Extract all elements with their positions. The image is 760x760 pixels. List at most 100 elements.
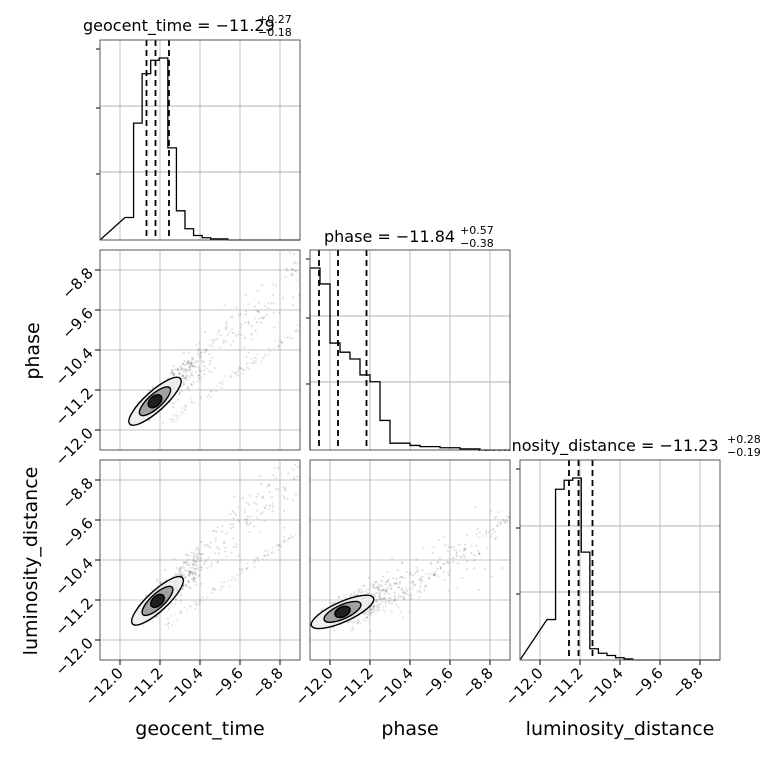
- scatter-geocent-time-vs-luminosity-distance-point: [230, 551, 233, 554]
- scatter-geocent-time-vs-phase-point: [253, 305, 257, 308]
- hist-geocent-time-frame: [99, 39, 301, 241]
- scatter-phase-vs-luminosity-distance-point: [432, 546, 435, 549]
- scatter-geocent-time-vs-phase-point: [260, 360, 263, 363]
- scatter-geocent-time-vs-luminosity-distance-point: [284, 488, 287, 491]
- scatter-geocent-time-vs-luminosity-distance-point: [196, 546, 199, 549]
- scatter-phase-vs-luminosity-distance-point: [376, 607, 379, 610]
- scatter-geocent-time-vs-luminosity-distance-point: [220, 530, 224, 533]
- scatter-phase-vs-luminosity-distance-point: [423, 589, 426, 592]
- scatter-geocent-time-vs-luminosity-distance-point: [180, 571, 183, 574]
- scatter-geocent-time-vs-phase-point: [183, 408, 186, 411]
- scatter-geocent-time-vs-luminosity-distance-point: [210, 591, 213, 594]
- scatter-phase-vs-luminosity-distance-point: [489, 529, 492, 532]
- scatter-geocent-time-vs-phase-point: [171, 371, 174, 374]
- scatter-geocent-time-vs-phase-point: [180, 412, 183, 415]
- scatter-phase-vs-luminosity-distance-point: [487, 530, 490, 533]
- scatter-geocent-time-vs-luminosity-distance-point: [263, 520, 266, 523]
- scatter-phase-vs-luminosity-distance-point: [366, 592, 369, 595]
- scatter-geocent-time-vs-phase-point: [237, 369, 240, 372]
- scatter-phase-vs-luminosity-distance-point: [447, 574, 450, 577]
- scatter-geocent-time-vs-luminosity-distance-point: [144, 594, 147, 597]
- scatter-geocent-time-vs-phase-point: [211, 345, 214, 348]
- scatter-phase-vs-luminosity-distance-point: [380, 580, 383, 583]
- scatter-geocent-time-vs-luminosity-distance-point: [253, 565, 256, 568]
- scatter-geocent-time-vs-luminosity-distance-point: [233, 495, 236, 498]
- scatter-phase-vs-luminosity-distance-point: [482, 534, 485, 537]
- scatter-geocent-time-vs-luminosity-distance-point: [213, 587, 216, 590]
- scatter-phase-vs-luminosity-distance-point: [507, 516, 510, 519]
- scatter-phase-vs-luminosity-distance-point: [384, 590, 387, 593]
- scatter-geocent-time-vs-phase-point: [253, 359, 256, 362]
- scatter-geocent-time-vs-phase-point: [194, 370, 197, 373]
- scatter-geocent-time-vs-luminosity-distance-point: [213, 588, 216, 591]
- scatter-phase-vs-luminosity-distance-point: [387, 578, 390, 581]
- scatter-geocent-time-vs-luminosity-distance-point: [257, 559, 260, 562]
- scatter-phase-vs-luminosity-distance-point: [500, 566, 504, 570]
- scatter-geocent-time-vs-phase-point: [187, 361, 190, 364]
- scatter-phase-vs-luminosity-distance-point: [361, 590, 364, 594]
- scatter-geocent-time-vs-luminosity-distance-point: [216, 561, 219, 564]
- scatter-geocent-time-vs-phase-point: [247, 351, 250, 354]
- scatter-geocent-time-vs-luminosity-distance-point: [196, 554, 199, 557]
- scatter-geocent-time-vs-phase-point: [181, 362, 184, 365]
- scatter-geocent-time-vs-luminosity-distance-point: [256, 556, 259, 559]
- scatter-geocent-time-vs-phase-point: [274, 284, 278, 287]
- scatter-geocent-time-vs-phase-point: [244, 337, 247, 340]
- scatter-phase-vs-luminosity-distance-contour-2: [334, 605, 351, 619]
- scatter-geocent-time-vs-luminosity-distance-point: [305, 530, 307, 532]
- scatter-geocent-time-vs-luminosity-distance-point: [288, 536, 291, 539]
- scatter-geocent-time-vs-luminosity-distance-point: [192, 579, 195, 582]
- scatter-geocent-time-vs-phase-point: [181, 406, 184, 409]
- scatter-phase-vs-luminosity-distance-point: [464, 543, 467, 546]
- scatter-geocent-time-vs-phase-point: [182, 362, 185, 365]
- xtick-label: −10.4: [372, 664, 417, 709]
- scatter-geocent-time-vs-luminosity-distance-point: [200, 582, 203, 585]
- scatter-phase-vs-luminosity-distance-point: [397, 596, 400, 599]
- title-luminosity-distance-sub: −0.19: [727, 446, 760, 459]
- scatter-geocent-time-vs-luminosity-distance-point: [261, 557, 264, 560]
- scatter-geocent-time-vs-luminosity-distance-point: [306, 519, 308, 521]
- scatter-geocent-time-vs-phase-point: [177, 398, 180, 401]
- scatter-geocent-time-vs-phase-point: [180, 368, 183, 371]
- scatter-geocent-time-vs-luminosity-distance-point: [194, 560, 197, 564]
- scatter-geocent-time-vs-phase-point: [223, 375, 226, 378]
- scatter-phase-vs-luminosity-distance-point: [435, 567, 438, 570]
- scatter-geocent-time-vs-phase-point: [304, 304, 306, 306]
- xtick-label: −9.6: [628, 664, 666, 702]
- scatter-geocent-time-vs-luminosity-distance-point: [195, 603, 198, 606]
- scatter-geocent-time-vs-luminosity-distance-point: [268, 484, 271, 487]
- scatter-phase-vs-luminosity-distance-point: [408, 588, 411, 591]
- scatter-geocent-time-vs-phase-point: [359, 247, 361, 249]
- scatter-geocent-time-vs-luminosity-distance-point: [192, 566, 195, 569]
- scatter-phase-vs-luminosity-distance-point: [473, 554, 476, 557]
- scatter-geocent-time-vs-luminosity-distance-point: [263, 507, 266, 510]
- scatter-geocent-time-vs-luminosity-distance-point: [190, 551, 193, 554]
- scatter-phase-vs-luminosity-distance-point: [506, 520, 509, 523]
- scatter-geocent-time-vs-luminosity-distance-point: [207, 556, 210, 560]
- scatter-phase-vs-luminosity-distance-point: [389, 596, 392, 599]
- scatter-phase-vs-luminosity-distance-point: [362, 619, 365, 622]
- scatter-geocent-time-vs-phase-point: [254, 329, 257, 332]
- scatter-geocent-time-vs-phase-point: [172, 421, 175, 424]
- scatter-geocent-time-vs-phase-point: [216, 384, 219, 387]
- scatter-geocent-time-vs-luminosity-distance-point: [190, 571, 193, 574]
- scatter-geocent-time-vs-phase-point: [200, 376, 204, 379]
- scatter-geocent-time-vs-luminosity-distance-point: [198, 598, 201, 601]
- scatter-phase-vs-luminosity-distance-point: [452, 545, 455, 549]
- scatter-geocent-time-vs-luminosity-distance-point: [173, 602, 177, 605]
- scatter-geocent-time-vs-phase-point: [207, 370, 211, 373]
- hist-phase-frame: [309, 249, 511, 451]
- scatter-phase-vs-luminosity-distance-point: [349, 595, 352, 598]
- scatter-geocent-time-vs-phase-point: [210, 371, 213, 374]
- scatter-geocent-time-vs-phase-point: [199, 395, 202, 398]
- scatter-geocent-time-vs-luminosity-distance-point: [193, 573, 197, 576]
- scatter-phase-vs-luminosity-distance-point: [455, 551, 458, 554]
- scatter-geocent-time-vs-luminosity-distance-point: [193, 563, 196, 566]
- scatter-geocent-time-vs-phase-point: [151, 386, 154, 389]
- scatter-geocent-time-vs-phase-point: [185, 368, 188, 371]
- scatter-geocent-time-vs-luminosity-distance-point: [178, 569, 181, 572]
- scatter-phase-vs-luminosity-distance-point: [418, 578, 421, 581]
- title-phase: phase = −11.84: [324, 227, 455, 246]
- scatter-geocent-time-vs-luminosity-distance-point: [185, 561, 188, 564]
- hist-geocent-time-panel: [96, 40, 300, 241]
